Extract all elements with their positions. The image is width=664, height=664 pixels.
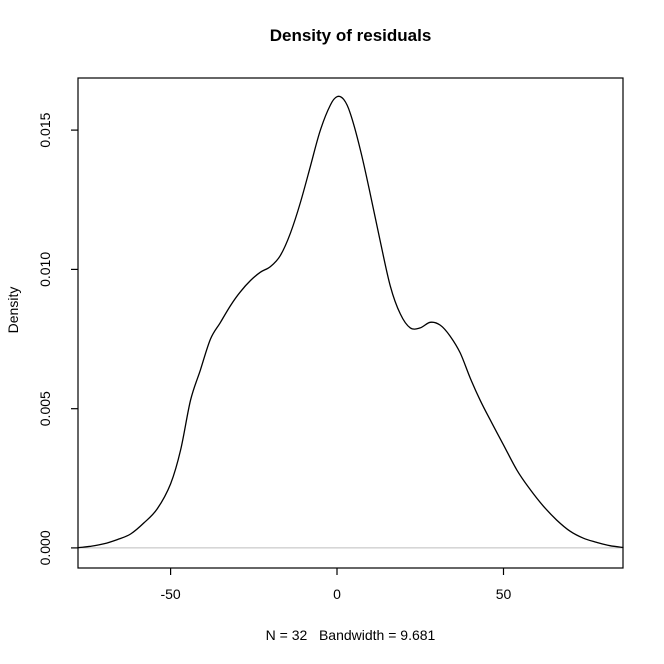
y-tick-label: 0.015 [37, 112, 53, 147]
plot-box [77, 77, 624, 569]
y-tick-label: 0.005 [37, 391, 53, 426]
x-axis-label: N = 32 Bandwidth = 9.681 [265, 627, 436, 643]
density-curve [77, 95, 624, 549]
x-tick-label: 50 [496, 586, 512, 602]
y-tick-label: 0.010 [37, 252, 53, 287]
x-tick-label: -50 [160, 586, 180, 602]
x-tick-label: 0 [333, 586, 341, 602]
chart-title: Density of residuals [269, 26, 432, 45]
y-tick-label: 0.000 [37, 530, 53, 565]
